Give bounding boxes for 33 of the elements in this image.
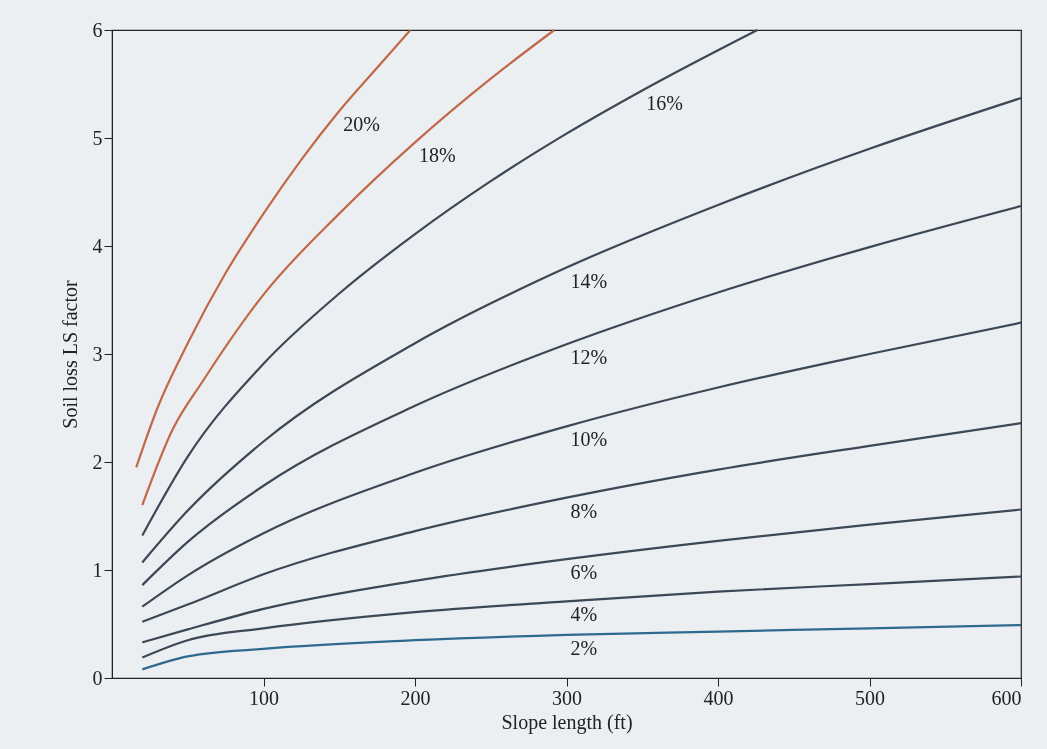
y-tick-label: 5	[92, 126, 103, 149]
y-tick-label: 0	[92, 666, 103, 689]
x-tick-label: 100	[249, 686, 279, 709]
line-series	[141, 422, 1023, 623]
x-tick-label: 600	[991, 686, 1022, 709]
x-tick-label: 400	[703, 686, 734, 709]
line-series	[141, 28, 556, 507]
series-label: 18%	[419, 144, 456, 167]
series-label: 10%	[570, 428, 608, 451]
x-tick-label: 200	[400, 686, 431, 709]
y-tick-label: 2	[92, 450, 103, 473]
y-axis-title: Soil loss LS factor	[58, 280, 81, 429]
y-tick-label: 3	[92, 342, 103, 365]
y-tick-label: 6	[92, 18, 103, 41]
series-label: 8%	[570, 499, 598, 522]
line-series	[141, 96, 1023, 564]
line-series	[141, 28, 759, 537]
series-label: 2%	[570, 636, 598, 659]
x-tick-label: 300	[552, 686, 582, 709]
line-series	[141, 204, 1023, 587]
y-tick-label: 1	[92, 558, 103, 581]
series-label: 20%	[343, 113, 380, 135]
line-series	[141, 321, 1023, 608]
series-label: 4%	[570, 603, 598, 626]
series-label: 14%	[570, 269, 608, 292]
y-tick-label: 4	[92, 234, 103, 257]
x-axis-title: Slope length (ft)	[501, 710, 633, 734]
series-label: 16%	[646, 92, 683, 115]
series-label: 12%	[570, 346, 608, 369]
series-label: 6%	[570, 561, 598, 584]
line-series	[141, 623, 1023, 671]
x-tick-label: 500	[855, 686, 885, 709]
line-series	[135, 28, 412, 469]
